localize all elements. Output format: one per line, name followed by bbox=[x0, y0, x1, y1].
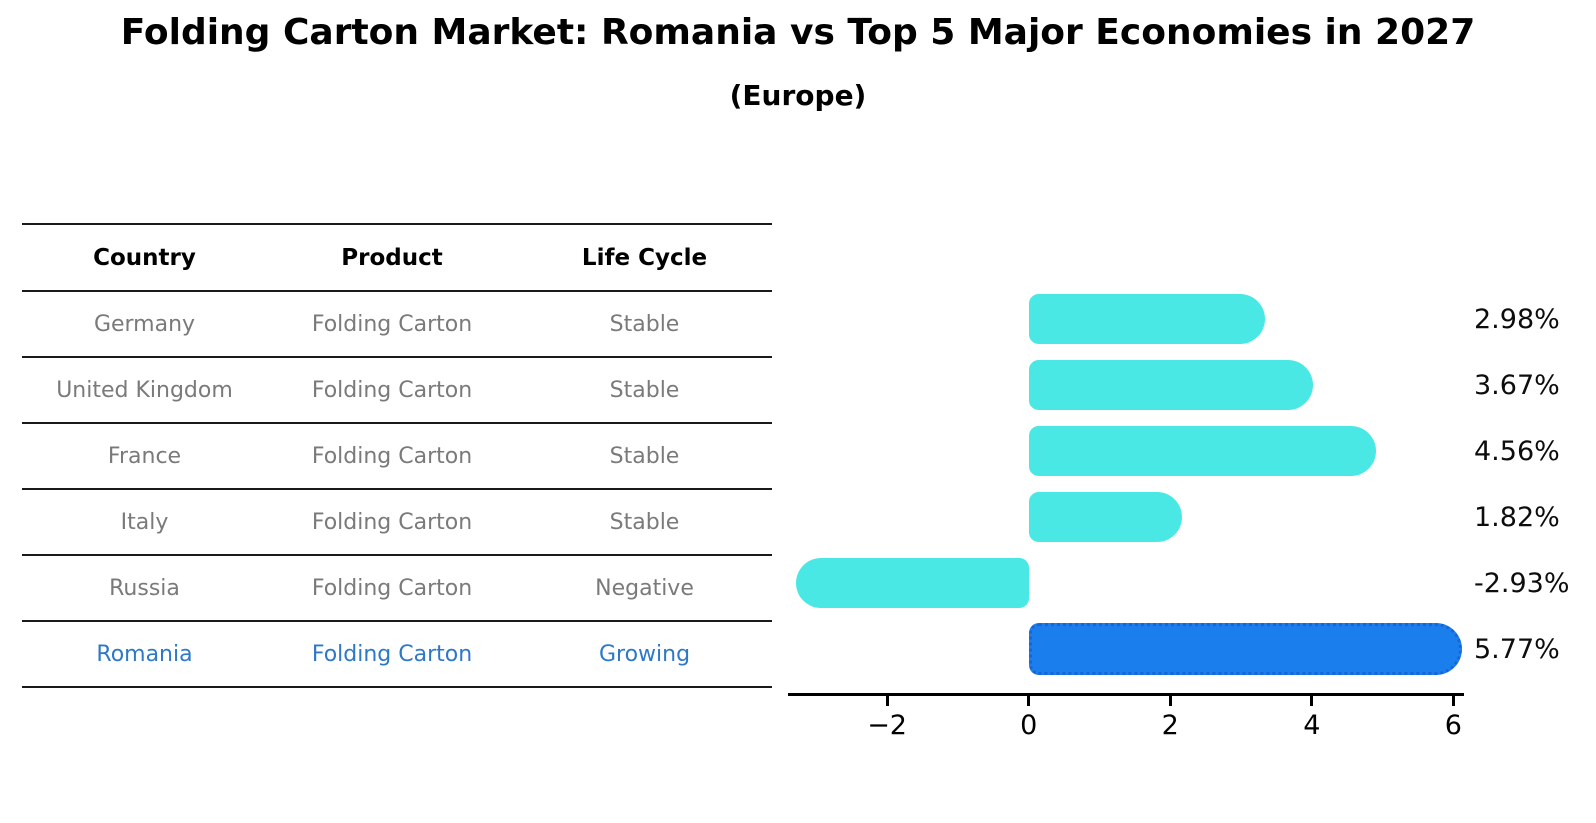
table-row-italy: Italy Folding Carton Stable bbox=[22, 489, 772, 555]
chart-title: Folding Carton Market: Romania vs Top 5 … bbox=[120, 12, 1476, 53]
bar-russia bbox=[796, 558, 1029, 608]
x-tick-label: 2 bbox=[1161, 710, 1179, 741]
value-label-france: 4.56% bbox=[1474, 435, 1560, 467]
cell-product: Folding Carton bbox=[311, 311, 473, 337]
cell-product: Folding Carton bbox=[311, 575, 473, 601]
x-axis-ticks: −2 0 2 4 6 bbox=[788, 693, 1464, 753]
cell-life-cycle: Growing bbox=[598, 641, 691, 667]
bar-romania bbox=[1028, 623, 1463, 675]
cell-life-cycle: Stable bbox=[609, 443, 680, 469]
cell-product: Folding Carton bbox=[311, 509, 473, 535]
cell-life-cycle: Negative bbox=[595, 575, 694, 601]
cell-product: Folding Carton bbox=[311, 443, 473, 469]
x-tick-mark bbox=[1027, 696, 1031, 706]
x-tick-label: 6 bbox=[1444, 710, 1462, 741]
table-row-france: France Folding Carton Stable bbox=[22, 423, 772, 489]
x-tick-mark bbox=[1168, 696, 1172, 706]
cell-life-cycle: Stable bbox=[609, 509, 680, 535]
bar-chart-plot-area bbox=[788, 286, 1464, 682]
chart-subtitle: (Europe) bbox=[729, 79, 867, 112]
bar-united-kingdom bbox=[1028, 360, 1314, 410]
table-row-romania: Romania Folding Carton Growing bbox=[22, 621, 772, 687]
cell-country: Italy bbox=[120, 509, 169, 535]
value-label-romania: 5.77% bbox=[1474, 633, 1560, 665]
table-header-row: Country Product Life Cycle bbox=[22, 224, 772, 291]
x-tick-mark bbox=[885, 696, 889, 706]
bar-italy bbox=[1028, 492, 1183, 542]
value-label-italy: 1.82% bbox=[1474, 501, 1560, 533]
cell-life-cycle: Stable bbox=[609, 377, 680, 403]
cell-product: Folding Carton bbox=[311, 641, 473, 667]
country-table: Country Product Life Cycle Germany Foldi… bbox=[22, 223, 772, 688]
value-label-united-kingdom: 3.67% bbox=[1474, 369, 1560, 401]
cell-country: Russia bbox=[109, 575, 180, 601]
bar-value-labels: 2.98% 3.67% 4.56% 1.82% -2.93% 5.77% bbox=[1474, 286, 1594, 682]
x-tick-mark bbox=[1451, 696, 1455, 706]
x-tick-label: 0 bbox=[1020, 710, 1038, 741]
bar-france bbox=[1028, 426, 1377, 476]
table-row-germany: Germany Folding Carton Stable bbox=[22, 291, 772, 357]
table-row-united-kingdom: United Kingdom Folding Carton Stable bbox=[22, 357, 772, 423]
header-life-cycle: Life Cycle bbox=[581, 244, 708, 271]
table-row-russia: Russia Folding Carton Negative bbox=[22, 555, 772, 621]
cell-country: Germany bbox=[93, 311, 196, 337]
header-country: Country bbox=[93, 244, 196, 271]
cell-country: United Kingdom bbox=[56, 377, 233, 403]
bar-germany bbox=[1028, 294, 1265, 344]
value-label-russia: -2.93% bbox=[1474, 567, 1570, 599]
x-tick-label: 4 bbox=[1303, 710, 1321, 741]
cell-product: Folding Carton bbox=[311, 377, 473, 403]
x-axis-line bbox=[788, 693, 1464, 696]
cell-life-cycle: Stable bbox=[609, 311, 680, 337]
value-label-germany: 2.98% bbox=[1474, 303, 1560, 335]
x-tick-label: −2 bbox=[867, 710, 907, 741]
cell-country: Romania bbox=[96, 641, 193, 667]
cell-country: France bbox=[107, 443, 182, 469]
header-product: Product bbox=[341, 244, 443, 271]
x-tick-mark bbox=[1310, 696, 1314, 706]
